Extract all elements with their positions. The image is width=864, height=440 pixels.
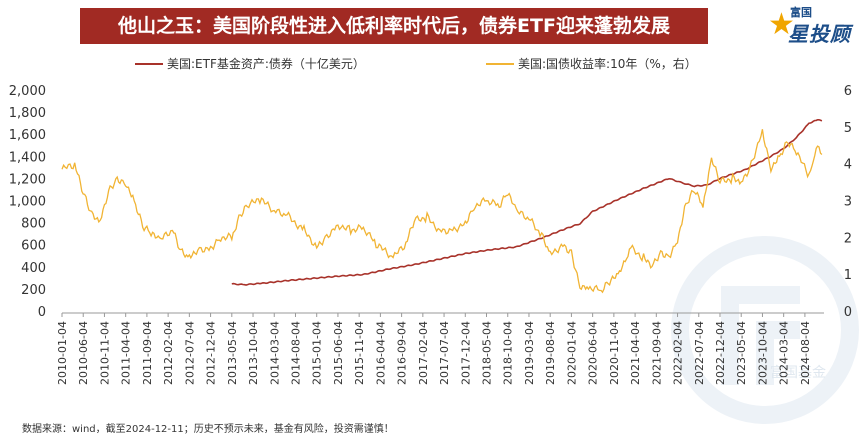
x-tick-label: 2024-08-04 bbox=[799, 321, 812, 385]
x-tick-label: 2020-11-04 bbox=[608, 321, 621, 385]
x-tick-label: 2019-03-04 bbox=[523, 321, 536, 385]
star-icon: ★ bbox=[768, 7, 795, 42]
x-tick-label: 2022-07-04 bbox=[693, 321, 706, 385]
x-tick-label: 2013-05-04 bbox=[226, 321, 239, 385]
x-tick-label: 2017-12-04 bbox=[459, 321, 472, 385]
right-y-tick-label: 2 bbox=[844, 231, 852, 246]
chart-title: 他山之玉：美国阶段性进入低利率时代后，债券ETF迎来蓬勃发展 bbox=[118, 15, 670, 37]
data-source-note: 数据来源：wind，截至2024-12-11；历史不预示未来，基金有风险，投资需… bbox=[22, 424, 394, 435]
right-y-tick-label: 0 bbox=[844, 305, 852, 320]
x-tick-label: 2017-02-04 bbox=[417, 321, 430, 385]
series-lines bbox=[61, 119, 823, 294]
x-tick-label: 2018-05-04 bbox=[481, 321, 494, 385]
chart-title-banner: 他山之玉：美国阶段性进入低利率时代后，债券ETF迎来蓬勃发展 bbox=[80, 8, 708, 44]
left-y-tick-label: 800 bbox=[21, 217, 46, 232]
left-y-tick-label: 0 bbox=[38, 305, 46, 320]
left-y-tick-label: 400 bbox=[21, 261, 46, 276]
left-y-tick-label: 200 bbox=[21, 283, 46, 298]
x-tick-label: 2016-04-04 bbox=[374, 321, 387, 385]
right-y-tick-label: 3 bbox=[844, 195, 852, 210]
x-tick-label: 2012-12-04 bbox=[205, 321, 218, 385]
x-tick-label: 2022-02-04 bbox=[672, 321, 685, 385]
right-y-tick-label: 6 bbox=[844, 84, 852, 99]
x-tick-label: 2022-12-04 bbox=[714, 321, 727, 385]
x-tick-label: 2011-04-04 bbox=[120, 321, 133, 385]
x-tick-label: 2010-11-04 bbox=[98, 321, 111, 385]
x-tick-label: 2021-09-04 bbox=[650, 321, 663, 385]
x-tick-label: 2021-04-04 bbox=[629, 321, 642, 385]
watermark-logo-icon bbox=[671, 236, 859, 424]
brand-logo: ★ 富国 星投顾 bbox=[760, 4, 860, 46]
right-y-tick-label: 5 bbox=[844, 121, 852, 136]
x-tick-label: 2018-10-04 bbox=[502, 321, 515, 385]
legend-label: 美国:国债收益率:10年（%，右） bbox=[518, 56, 697, 71]
logo-main-text: 星投顾 bbox=[788, 22, 851, 46]
x-tick-label: 2014-03-04 bbox=[268, 321, 281, 385]
left-y-tick-label: 2,000 bbox=[9, 84, 46, 99]
treasury-yield-series-line bbox=[61, 129, 823, 294]
right-y-tick-label: 4 bbox=[844, 158, 852, 173]
left-y-tick-label: 600 bbox=[21, 239, 46, 254]
x-tick-label: 2011-09-04 bbox=[141, 321, 154, 385]
x-tick-label: 2023-05-04 bbox=[735, 321, 748, 385]
left-y-tick-label: 1,800 bbox=[9, 106, 46, 121]
x-axis: 2010-01-04 2010-06-04 2010-11-04 2011-04-04… bbox=[56, 312, 824, 385]
chart-legend: 美国:ETF基金资产:债券（十亿美元） 美国:国债收益率:10年（%，右） bbox=[135, 56, 697, 71]
left-y-tick-label: 1,000 bbox=[9, 195, 46, 210]
x-tick-label: 2016-09-04 bbox=[396, 321, 409, 385]
left-y-tick-label: 1,200 bbox=[9, 172, 46, 187]
x-tick-label: 2015-06-04 bbox=[332, 321, 345, 385]
x-tick-label: 2019-08-04 bbox=[544, 321, 557, 385]
x-tick-label: 2020-01-04 bbox=[565, 321, 578, 385]
right-y-axis: 0 1 2 3 4 5 6 bbox=[844, 84, 852, 320]
x-tick-label: 2015-11-04 bbox=[353, 321, 366, 385]
x-tick-label: 2010-01-04 bbox=[56, 321, 69, 385]
x-tick-label: 2012-07-04 bbox=[183, 321, 196, 385]
x-tick-label: 2017-07-04 bbox=[438, 321, 451, 385]
logo-top-text: 富国 bbox=[790, 6, 812, 19]
left-y-tick-label: 1,400 bbox=[9, 150, 46, 165]
left-y-tick-label: 1,600 bbox=[9, 128, 46, 143]
x-tick-label: 2013-10-04 bbox=[247, 321, 260, 385]
x-tick-label: 2015-01-04 bbox=[311, 321, 324, 385]
right-y-tick-label: 1 bbox=[844, 268, 852, 283]
x-tick-label: 2010-06-04 bbox=[77, 321, 90, 385]
x-tick-label: 2014-08-04 bbox=[289, 321, 302, 385]
left-y-axis: 0 200 400 600 800 1,000 1,200 1,400 1,600 1,800 2,… bbox=[9, 84, 46, 320]
x-tick-label: 2012-02-04 bbox=[162, 321, 175, 385]
etf-assets-series-line bbox=[231, 119, 823, 286]
x-tick-label: 2023-10-04 bbox=[756, 321, 769, 385]
x-tick-label: 2020-06-04 bbox=[587, 321, 600, 385]
legend-label: 美国:ETF基金资产:债券（十亿美元） bbox=[167, 56, 365, 71]
watermark-text: 富国基金 bbox=[770, 365, 826, 381]
x-tick-label: 2024-03-04 bbox=[778, 321, 791, 385]
